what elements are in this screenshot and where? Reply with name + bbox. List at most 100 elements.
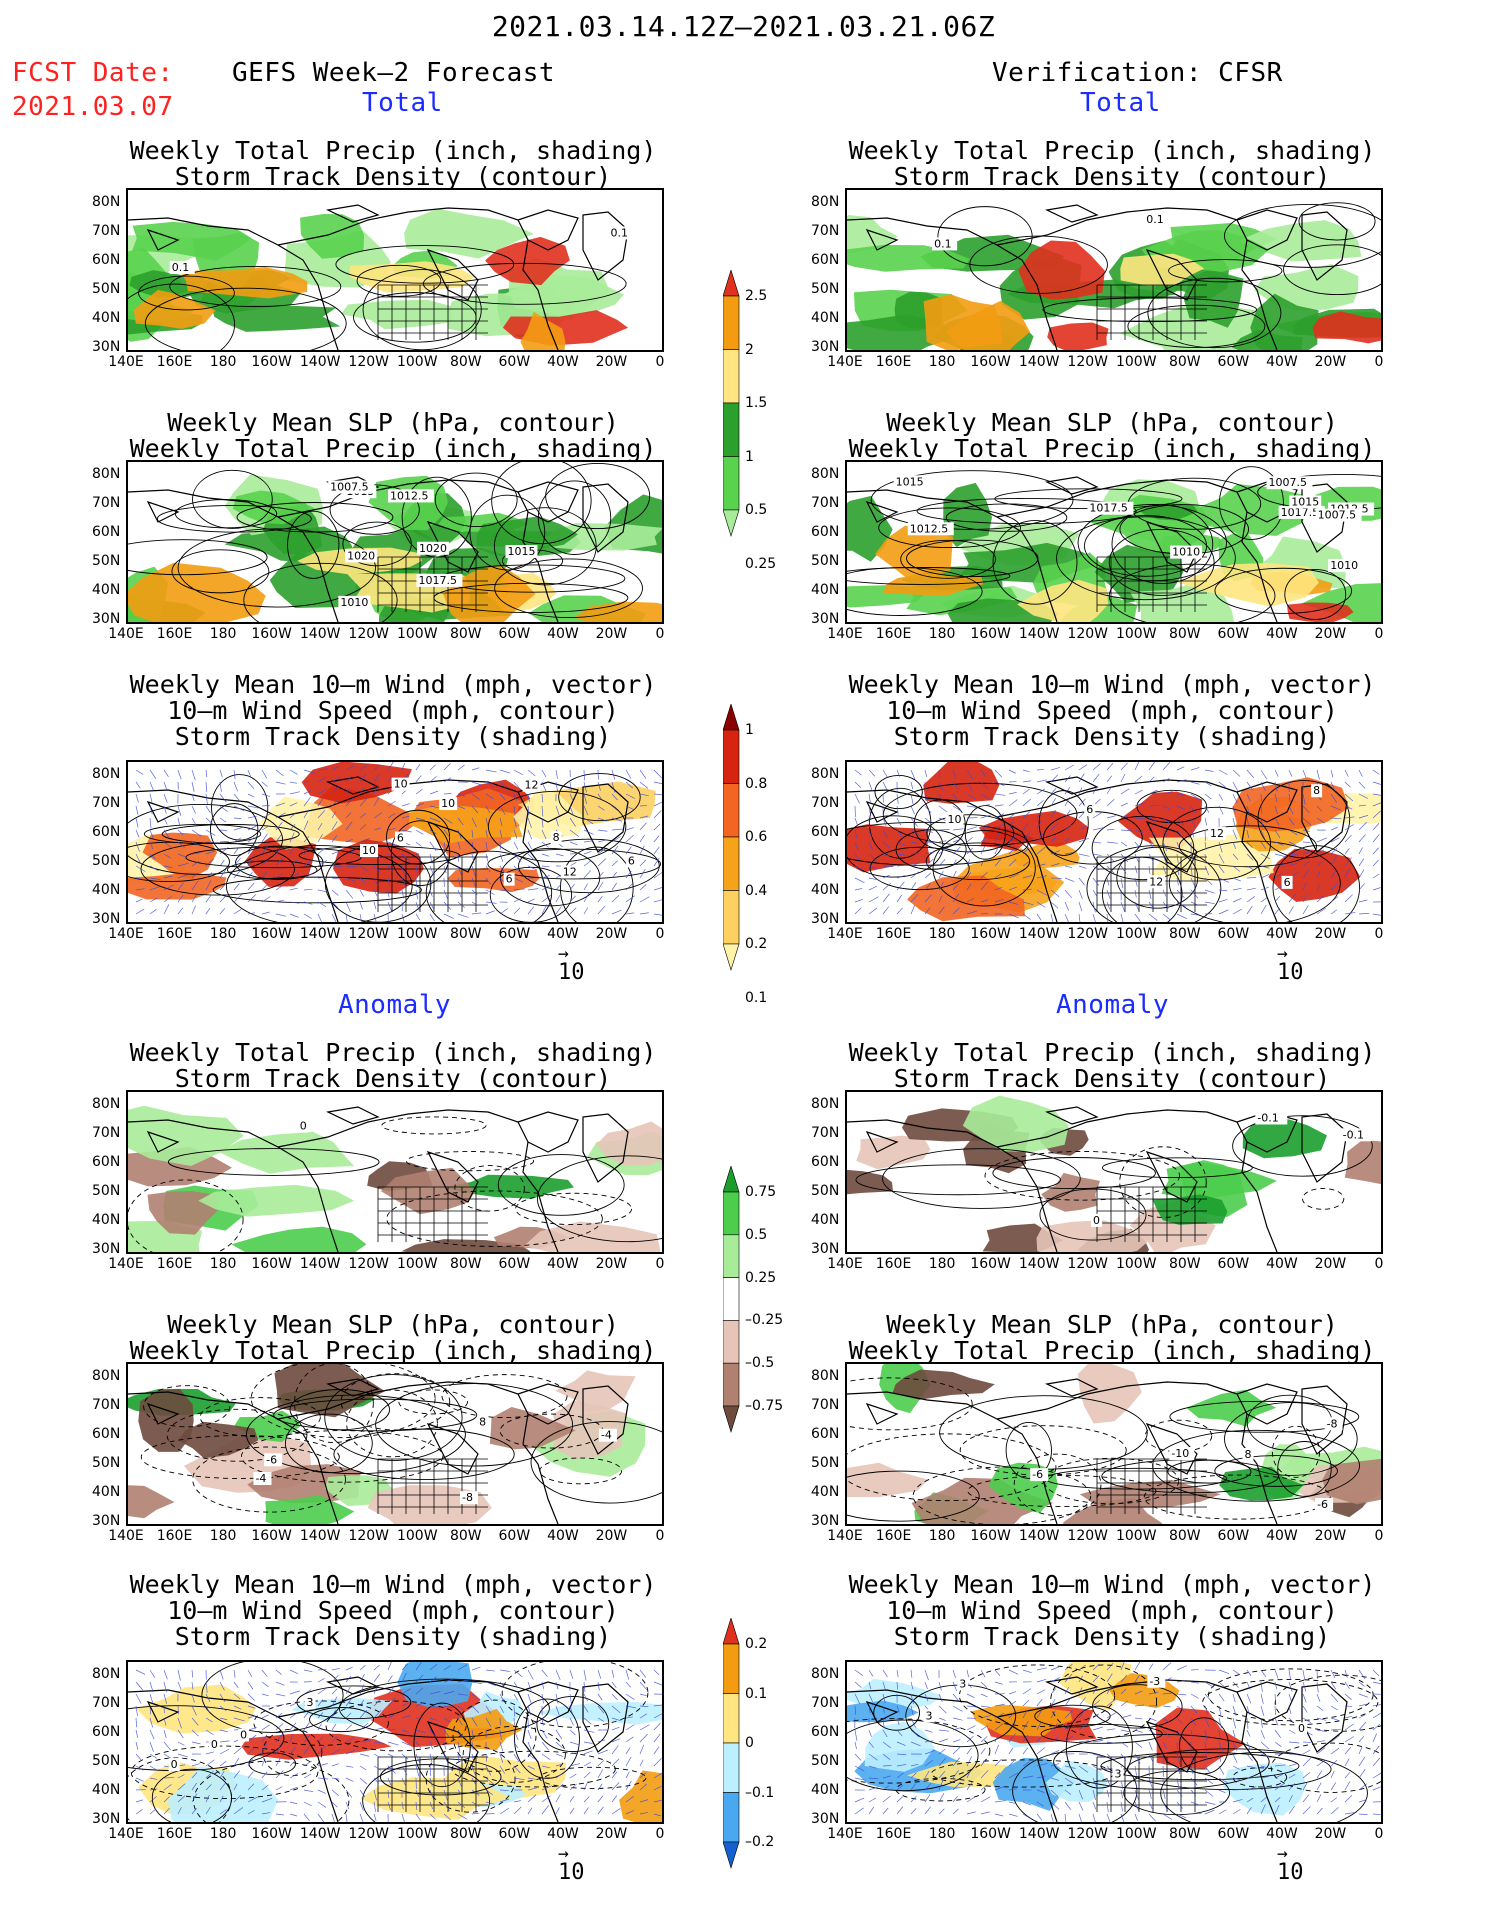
svg-text:0.1: 0.1 — [934, 237, 952, 250]
lon-tick-label: 40W — [1266, 354, 1298, 370]
lat-tick-label: 50N — [811, 281, 840, 297]
forecast-total-slp-precip-title: Weekly Mean SLP (hPa, contour) Weekly Tot… — [66, 410, 720, 462]
vector-reference-arrow-icon: → — [1277, 1843, 1288, 1864]
colorbar-swatch — [722, 1191, 740, 1236]
lon-tick-label: 40W — [547, 1528, 579, 1544]
lon-tick-label: 180 — [209, 926, 237, 942]
lat-tick-label: 50N — [92, 281, 121, 297]
verification-anomaly-precip-storm-map: -0.1 -0.1 0 — [845, 1090, 1383, 1254]
lat-tick-label: 60N — [92, 1426, 121, 1442]
lon-tick-label: 140E — [827, 1528, 863, 1544]
colorbar-label: –0.25 — [745, 1312, 784, 1329]
lat-tick-label: 50N — [92, 1183, 121, 1199]
lon-tick-label: 180 — [928, 354, 956, 370]
lat-tick-label: 60N — [811, 1724, 840, 1740]
lon-tick-label: 160W — [970, 1256, 1011, 1272]
lat-tick-label: 30N — [811, 1811, 840, 1827]
lon-tick-label: 0 — [1374, 354, 1384, 370]
lat-tick-label: 70N — [92, 495, 121, 511]
lon-tick-label: 120W — [1067, 626, 1109, 642]
lat-tick-label: 50N — [92, 1455, 121, 1471]
svg-text:12: 12 — [1149, 875, 1163, 888]
lat-tick-label: 80N — [811, 1368, 840, 1384]
lon-tick-label: 80W — [449, 626, 482, 642]
lon-tick-label: 100W — [396, 926, 438, 942]
colorbar-swatch — [722, 890, 740, 945]
forecast-anomaly-wind-storm-map: 0 3 0 0 — [126, 1660, 664, 1824]
lat-tick-label: 80N — [92, 1096, 121, 1112]
lat-tick-label: 60N — [92, 1724, 121, 1740]
panel-title-line: Weekly Mean 10–m Wind (mph, vector) — [848, 1570, 1376, 1599]
lon-tick-label: 20W — [1314, 1256, 1347, 1272]
colorbar-swatch — [722, 1616, 740, 1645]
map-plot: -4-6-8-48 — [128, 1364, 662, 1524]
storm-density-colorbar — [722, 702, 741, 976]
svg-text:-4: -4 — [255, 1472, 266, 1485]
lat-tick-label: 50N — [811, 853, 840, 869]
colorbar-label: –0.5 — [745, 1355, 775, 1372]
svg-text:-4: -4 — [601, 1429, 612, 1442]
panel-title-line: 10–m Wind Speed (mph, contour) — [167, 1596, 619, 1625]
colorbar-swatch — [722, 836, 740, 891]
vector-reference-label: 10 — [558, 1860, 585, 1885]
lat-tick-label: 40N — [811, 882, 840, 898]
panel-title-line: Weekly Total Precip (inch, shading) — [129, 434, 657, 463]
svg-text:1015: 1015 — [896, 475, 924, 488]
lat-tick-label: 40N — [811, 1782, 840, 1798]
panel-title-line: Storm Track Density (contour) — [893, 1064, 1331, 1093]
lon-tick-label: 180 — [209, 354, 237, 370]
lat-tick-label: 40N — [811, 1212, 840, 1228]
svg-text:0: 0 — [1093, 1214, 1100, 1227]
lon-tick-label: 180 — [209, 626, 237, 642]
lon-tick-label: 80W — [1168, 626, 1201, 642]
lon-tick-label: 160E — [156, 1528, 193, 1544]
vector-reference: → 10 — [558, 1845, 585, 1886]
svg-text:3: 3 — [307, 1696, 314, 1709]
vector-reference-arrow-icon: → — [558, 943, 569, 964]
lon-tick-label: 100W — [396, 1256, 438, 1272]
panel-title-line: Storm Track Density (shading) — [174, 722, 612, 751]
lon-tick-label: 100W — [1115, 1826, 1157, 1842]
lon-tick-label: 140W — [299, 1826, 341, 1842]
lat-tick-label: 30N — [92, 911, 121, 927]
lat-tick-label: 60N — [92, 524, 121, 540]
svg-text:0: 0 — [211, 1738, 218, 1751]
lat-tick-label: 30N — [92, 1513, 121, 1529]
svg-text:1015: 1015 — [507, 545, 535, 558]
svg-text:12: 12 — [525, 779, 539, 792]
colorbar-label: 2.5 — [745, 288, 768, 304]
lon-tick-label: 40W — [1266, 626, 1298, 642]
total-precip-colorbar — [722, 268, 741, 542]
lon-tick-label: 100W — [1115, 1256, 1157, 1272]
colorbar-swatch — [722, 1362, 740, 1407]
colorbar-label: –0.75 — [745, 1398, 784, 1414]
lon-tick-label: 140W — [1018, 1256, 1060, 1272]
forecast-total-wind-storm-map: 6 10 12 6 10 10 8 12 6 — [126, 760, 664, 924]
lat-tick-label: 40N — [92, 1484, 121, 1500]
colorbar-label: 1 — [745, 722, 754, 738]
lat-tick-label: 40N — [92, 882, 121, 898]
lat-tick-label: 60N — [811, 1426, 840, 1442]
lon-tick-label: 140E — [827, 926, 863, 942]
lon-tick-label: 140W — [299, 354, 341, 370]
svg-text:-8: -8 — [462, 1491, 473, 1504]
colorbar-swatch — [722, 349, 740, 404]
svg-text:-0.1: -0.1 — [1257, 1111, 1278, 1124]
lat-tick-label: 60N — [811, 824, 840, 840]
svg-text:6: 6 — [506, 873, 513, 886]
lon-tick-label: 0 — [655, 1826, 665, 1842]
forecast-total-precip-storm-map: 0.1 0.1 — [126, 188, 664, 352]
svg-text:6: 6 — [1284, 876, 1291, 889]
lon-tick-label: 140W — [299, 1256, 341, 1272]
lon-tick-label: 120W — [348, 1256, 390, 1272]
lat-tick-label: 30N — [811, 1241, 840, 1257]
colorbar-swatch — [722, 456, 740, 511]
lon-tick-label: 160W — [251, 926, 292, 942]
lon-tick-label: 20W — [595, 1256, 628, 1272]
lon-tick-label: 180 — [209, 1256, 237, 1272]
forecast-anomaly-slp-precip-map: -4 -6 -8 -4 8 — [126, 1362, 664, 1526]
colorbar-swatch — [722, 783, 740, 838]
lon-tick-label: 120W — [348, 1528, 390, 1544]
lon-tick-label: 60W — [1217, 626, 1250, 642]
lat-tick-label: 70N — [811, 223, 840, 239]
